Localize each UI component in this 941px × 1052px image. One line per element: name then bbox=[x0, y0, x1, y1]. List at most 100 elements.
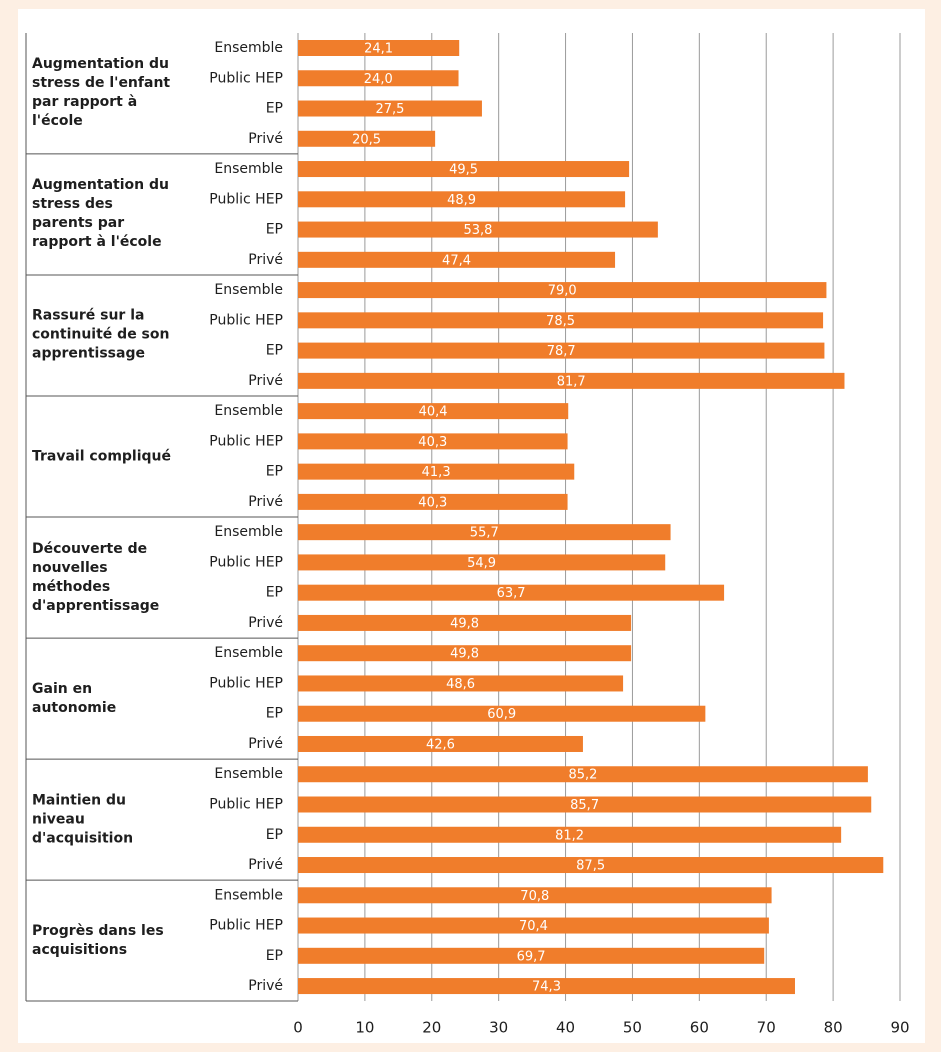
bar bbox=[298, 554, 666, 571]
category-label: Ensemble bbox=[214, 766, 283, 782]
bar bbox=[298, 978, 795, 995]
value-label: 70,4 bbox=[519, 919, 548, 934]
value-label: 74,3 bbox=[532, 980, 561, 995]
bar bbox=[298, 191, 626, 208]
bar bbox=[298, 403, 569, 420]
group-label: Travail compliqué bbox=[32, 448, 172, 464]
category-label: Public HEP bbox=[209, 797, 283, 813]
category-label: Ensemble bbox=[214, 403, 283, 419]
value-label: 40,4 bbox=[419, 405, 448, 420]
category-label: Privé bbox=[248, 131, 283, 147]
bar bbox=[298, 857, 884, 874]
value-label: 60,9 bbox=[487, 707, 516, 722]
bar bbox=[298, 70, 459, 87]
category-label: Privé bbox=[248, 615, 283, 631]
category-label: EP bbox=[266, 464, 283, 480]
value-label: 87,5 bbox=[576, 859, 605, 874]
bar bbox=[298, 282, 827, 299]
group-label: Augmentation du stress des parents par r… bbox=[32, 177, 169, 251]
value-label: 63,7 bbox=[497, 586, 526, 601]
category-label: EP bbox=[266, 101, 283, 117]
bar bbox=[298, 796, 872, 813]
category-label: Public HEP bbox=[209, 312, 283, 328]
bar bbox=[298, 312, 824, 329]
bar bbox=[298, 372, 845, 389]
category-label: Public HEP bbox=[209, 191, 283, 207]
value-label: 49,8 bbox=[450, 647, 479, 662]
bar bbox=[298, 917, 769, 934]
value-label: 24,0 bbox=[364, 72, 393, 87]
value-label: 69,7 bbox=[517, 949, 546, 964]
category-label: Privé bbox=[248, 736, 283, 752]
value-label: 78,7 bbox=[547, 344, 576, 359]
x-tick-label: 60 bbox=[690, 1019, 709, 1037]
category-label: Ensemble bbox=[214, 887, 283, 903]
category-label: Privé bbox=[248, 252, 283, 268]
category-label: Ensemble bbox=[214, 161, 283, 177]
category-label: Ensemble bbox=[214, 282, 283, 298]
value-label: 40,3 bbox=[418, 435, 447, 450]
category-label: EP bbox=[266, 948, 283, 964]
bar bbox=[298, 524, 671, 541]
value-label: 78,5 bbox=[546, 314, 575, 329]
category-label: Ensemble bbox=[214, 524, 283, 540]
bar bbox=[298, 645, 632, 662]
bar bbox=[298, 40, 460, 56]
bar bbox=[298, 433, 568, 450]
group-label: Progrès dans les acquisitions bbox=[32, 922, 164, 958]
category-label: EP bbox=[266, 585, 283, 601]
x-tick-label: 20 bbox=[422, 1019, 441, 1037]
bar bbox=[298, 826, 842, 843]
value-label: 47,4 bbox=[442, 253, 471, 268]
category-label: Ensemble bbox=[214, 40, 283, 56]
value-label: 70,8 bbox=[520, 889, 549, 904]
category-label: EP bbox=[266, 827, 283, 843]
bar bbox=[298, 251, 616, 268]
bar bbox=[298, 584, 725, 601]
bar bbox=[298, 463, 575, 480]
group-label: Gain en autonomie bbox=[32, 680, 117, 716]
value-label: 53,8 bbox=[463, 223, 492, 238]
group-label: Rassuré sur la continuité de son apprent… bbox=[32, 307, 170, 362]
x-tick-label: 0 bbox=[293, 1019, 303, 1037]
bar bbox=[298, 675, 624, 692]
bar bbox=[298, 342, 825, 359]
bar bbox=[298, 766, 868, 783]
category-label: EP bbox=[266, 706, 283, 722]
bar bbox=[298, 947, 765, 964]
bar bbox=[298, 614, 632, 631]
x-tick-label: 30 bbox=[489, 1019, 508, 1037]
category-label: Public HEP bbox=[209, 70, 283, 86]
bar bbox=[298, 161, 630, 178]
group-label: Découverte de nouvelles méthodes d'appre… bbox=[32, 540, 160, 614]
category-label: Privé bbox=[248, 978, 283, 994]
value-label: 85,7 bbox=[570, 798, 599, 813]
bar bbox=[298, 100, 482, 117]
bar bbox=[298, 130, 436, 147]
value-label: 42,6 bbox=[426, 737, 455, 752]
value-label: 81,2 bbox=[555, 828, 584, 843]
bar bbox=[298, 705, 706, 722]
value-label: 27,5 bbox=[375, 102, 404, 117]
group-label: Augmentation du stress de l'enfant par r… bbox=[32, 56, 171, 130]
x-tick-label: 70 bbox=[757, 1019, 776, 1037]
value-label: 40,3 bbox=[418, 495, 447, 510]
category-label: Privé bbox=[248, 373, 283, 389]
value-label: 20,5 bbox=[352, 132, 381, 147]
value-label: 55,7 bbox=[470, 526, 499, 541]
x-tick-label: 10 bbox=[355, 1019, 374, 1037]
value-label: 81,7 bbox=[557, 374, 586, 389]
category-label: EP bbox=[266, 222, 283, 238]
value-label: 41,3 bbox=[422, 465, 451, 480]
group-label: Maintien du niveau d'acquisition bbox=[32, 792, 134, 847]
bar bbox=[298, 493, 568, 510]
category-label: Public HEP bbox=[209, 675, 283, 691]
value-label: 49,5 bbox=[449, 163, 478, 178]
value-label: 85,2 bbox=[568, 768, 597, 783]
bar bbox=[298, 735, 583, 752]
category-label: EP bbox=[266, 343, 283, 359]
value-label: 54,9 bbox=[467, 556, 496, 571]
x-tick-label: 40 bbox=[556, 1019, 575, 1037]
